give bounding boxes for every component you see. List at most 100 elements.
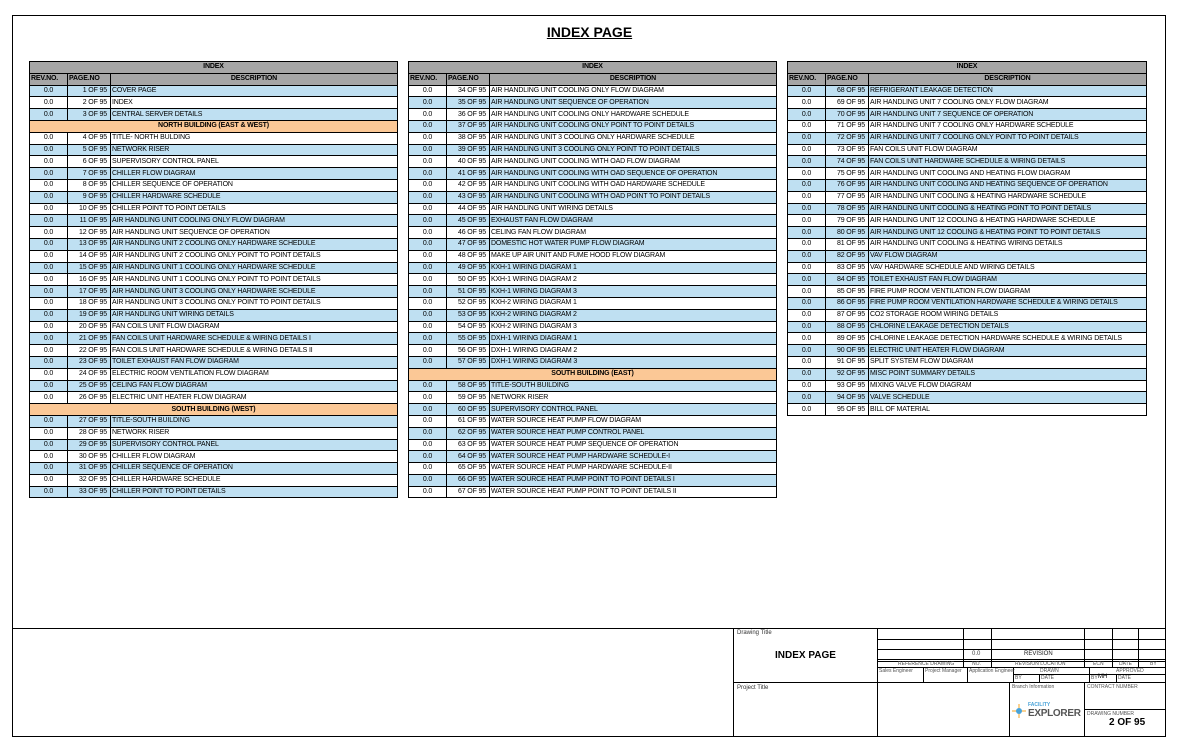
page-no-cell: 19 OF 95 — [67, 308, 111, 322]
rev-no-cell: 0.0 — [29, 438, 68, 452]
page-no-cell: 42 OF 95 — [446, 178, 490, 192]
page-no-cell: 29 OF 95 — [67, 438, 111, 452]
page-no-cell: 54 OF 95 — [446, 320, 490, 334]
page-no-cell: 92 OF 95 — [825, 367, 869, 381]
rev-no-cell: 0.0 — [29, 379, 68, 393]
rev-no-cell: 0.0 — [29, 355, 68, 369]
rev-no-cell: 0.0 — [408, 473, 447, 487]
table-row: 0.0 88 OF 95 CHLORINE LEAKAGE DETECTION DE… — [787, 320, 1147, 334]
page-no-cell: 14 OF 95 — [67, 249, 111, 263]
rev-no-cell: 0.0 — [408, 202, 447, 216]
rev-no-cell: 0.0 — [29, 249, 68, 263]
description-cell: AIR HANDLING UNIT 7 SEQUENCE OF OPERATIO… — [868, 108, 1147, 121]
description-cell: AIR HANDLING UNIT 12 COOLING & HEATING H… — [868, 214, 1147, 228]
table-row: 0.0 26 OF 95 ELECTRIC UNIT HEATER FLOW DIA… — [29, 391, 398, 405]
rev-no-cell: 0.0 — [29, 202, 68, 216]
index-header: INDEX — [29, 61, 398, 74]
description-cell: FAN COILS UNIT FLOW DIAGRAM — [110, 320, 398, 334]
logo-text-top: FACILITY — [1028, 702, 1051, 708]
rev-no-cell: 0.0 — [29, 237, 68, 251]
page-no-cell: 74 OF 95 — [825, 155, 869, 169]
rev-no-cell: 0.0 — [408, 438, 447, 452]
rev-no-cell: 0.0 — [408, 332, 447, 346]
table-row: 0.0 28 OF 95 NETWORK RISER — [29, 426, 398, 440]
rev-no-cell: 0.0 — [408, 143, 447, 157]
page-no-cell: 23 OF 95 — [67, 355, 111, 369]
description-cell: AIR HANDLING UNIT COOLING ONLY FLOW DIAG… — [110, 214, 398, 228]
page-no-cell: 40 OF 95 — [446, 155, 490, 169]
description-cell: AIR HANDLING UNIT 1 COOLING ONLY HARDWAR… — [110, 261, 398, 275]
table-row: 0.0 31 OF 95 CHILLER SEQUENCE OF OPERATION — [29, 462, 398, 475]
description-cell: AIR HANDLING UNIT COOLING WITH OAD HARDW… — [489, 178, 777, 192]
page-no-cell: 91 OF 95 — [825, 355, 869, 369]
description-cell: CHILLER FLOW DIAGRAM — [110, 167, 398, 180]
rev-no-cell: 0.0 — [408, 119, 447, 133]
description-header: DESCRIPTION — [868, 72, 1147, 86]
page-no-cell: 7 OF 95 — [67, 167, 111, 180]
page-no-cell: 71 OF 95 — [825, 119, 869, 133]
description-cell: DOMESTIC HOT WATER PUMP FLOW DIAGRAM — [489, 237, 777, 251]
rev-no-cell: 0.0 — [29, 485, 68, 499]
rev-no-cell: 0.0 — [29, 273, 68, 287]
rev-no-cell: 0.0 — [787, 108, 826, 121]
table-row: 0.0 32 OF 95 CHILLER HARDWARE SCHEDULE — [29, 473, 398, 487]
table-row: 0.0 93 OF 95 MIXING VALVE FLOW DIAGRAM — [787, 379, 1147, 393]
description-cell: DXH-1 WIRING DIAGRAM 2 — [489, 344, 777, 357]
table-row: 0.0 64 OF 95 WATER SOURCE HEAT PUMP HARDWA… — [408, 450, 777, 464]
page-no-cell: 1 OF 95 — [67, 84, 111, 98]
column-header-row: REV.NO. PAGE.NO DESCRIPTION — [29, 72, 398, 86]
page-no-cell: 4 OF 95 — [67, 131, 111, 145]
table-row: 0.0 51 OF 95 KXH-1 WIRING DIAGRAM 3 — [408, 285, 777, 298]
page-no-header: PAGE.NO — [67, 72, 111, 86]
table-row: 0.0 9 OF 95 CHILLER HARDWARE SCHEDULE — [29, 190, 398, 204]
description-cell: SPLIT SYSTEM FLOW DIAGRAM — [868, 355, 1147, 369]
table-row: 0.0 30 OF 95 CHILLER FLOW DIAGRAM — [29, 450, 398, 464]
index-header: INDEX — [408, 61, 777, 74]
page-no-cell: 47 OF 95 — [446, 237, 490, 251]
rev-no-cell: 0.0 — [787, 214, 826, 228]
page-no-cell: 69 OF 95 — [825, 96, 869, 110]
section-title: NORTH BUILDING (EAST & WEST) — [29, 119, 398, 133]
page-no-cell: 94 OF 95 — [825, 391, 869, 405]
rev-no-cell: 0.0 — [408, 155, 447, 169]
table-row: 0.0 2 OF 95 INDEX — [29, 96, 398, 110]
description-cell: CELING FAN FLOW DIAGRAM — [110, 379, 398, 393]
page-no-cell: 26 OF 95 — [67, 391, 111, 405]
rev-no-cell: 0.0 — [29, 391, 68, 405]
page-no-cell: 28 OF 95 — [67, 426, 111, 440]
table-row: 0.0 60 OF 95 SUPERVISORY CONTROL PANEL — [408, 403, 777, 416]
rev-no-cell: 0.0 — [29, 367, 68, 381]
drawing-title-label: Drawing Title — [737, 630, 772, 636]
description-cell: AIR HANDLING UNIT 3 COOLING ONLY HARDWAR… — [110, 285, 398, 298]
table-row: 0.0 69 OF 95 AIR HANDLING UNIT 7 COOLING O… — [787, 96, 1147, 110]
page-no-cell: 21 OF 95 — [67, 332, 111, 346]
no-label: NO. — [972, 661, 981, 667]
table-row: 0.0 63 OF 95 WATER SOURCE HEAT PUMP SEQUEN… — [408, 438, 777, 452]
page-no-cell: 56 OF 95 — [446, 344, 490, 357]
rev-no-cell: 0.0 — [29, 131, 68, 145]
table-row: 0.0 82 OF 95 VAV FLOW DIAGRAM — [787, 249, 1147, 263]
page-no-cell: 46 OF 95 — [446, 226, 490, 239]
table-row: 0.0 17 OF 95 AIR HANDLING UNIT 3 COOLING O… — [29, 285, 398, 298]
table-row: 0.0 43 OF 95 AIR HANDLING UNIT COOLING WIT… — [408, 190, 777, 204]
table-row: 0.0 57 OF 95 DXH-1 WIRING DIAGRAM 3 — [408, 355, 777, 369]
table-row: 0.0 59 OF 95 NETWORK RISER — [408, 391, 777, 405]
revision-label: REVISION — [1024, 651, 1053, 657]
page-no-cell: 85 OF 95 — [825, 285, 869, 298]
table-row: 0.0 23 OF 95 TOILET EXHAUST FAN FLOW DIAGR… — [29, 355, 398, 369]
drawing-number: 2 OF 95 — [1109, 717, 1146, 728]
description-cell: AIR HANDLING UNIT 3 COOLING ONLY POINT T… — [110, 296, 398, 310]
rev-no-cell: 0.0 — [408, 391, 447, 405]
project-manager-label: Project Manager — [925, 668, 962, 674]
rev-no-cell: 0.0 — [29, 450, 68, 464]
rev-no-cell: 0.0 — [29, 426, 68, 440]
page-no-cell: 59 OF 95 — [446, 391, 490, 405]
description-cell: SUPERVISORY CONTROL PANEL — [489, 403, 777, 416]
description-cell: AIR HANDLING UNIT 2 COOLING ONLY POINT T… — [110, 249, 398, 263]
table-row: 0.0 68 OF 95 REFRIGERANT LEAKAGE DETECTION — [787, 84, 1147, 98]
table-row: 0.0 87 OF 95 CO2 STORAGE ROOM WIRING DETAI… — [787, 308, 1147, 322]
description-cell: FIRE PUMP ROOM VENTILATION FLOW DIAGRAM — [868, 285, 1147, 298]
description-cell: WATER SOURCE HEAT PUMP SEQUENCE OF OPERA… — [489, 438, 777, 452]
date-label: DATE — [1119, 661, 1132, 667]
rev-no-cell: 0.0 — [787, 261, 826, 275]
